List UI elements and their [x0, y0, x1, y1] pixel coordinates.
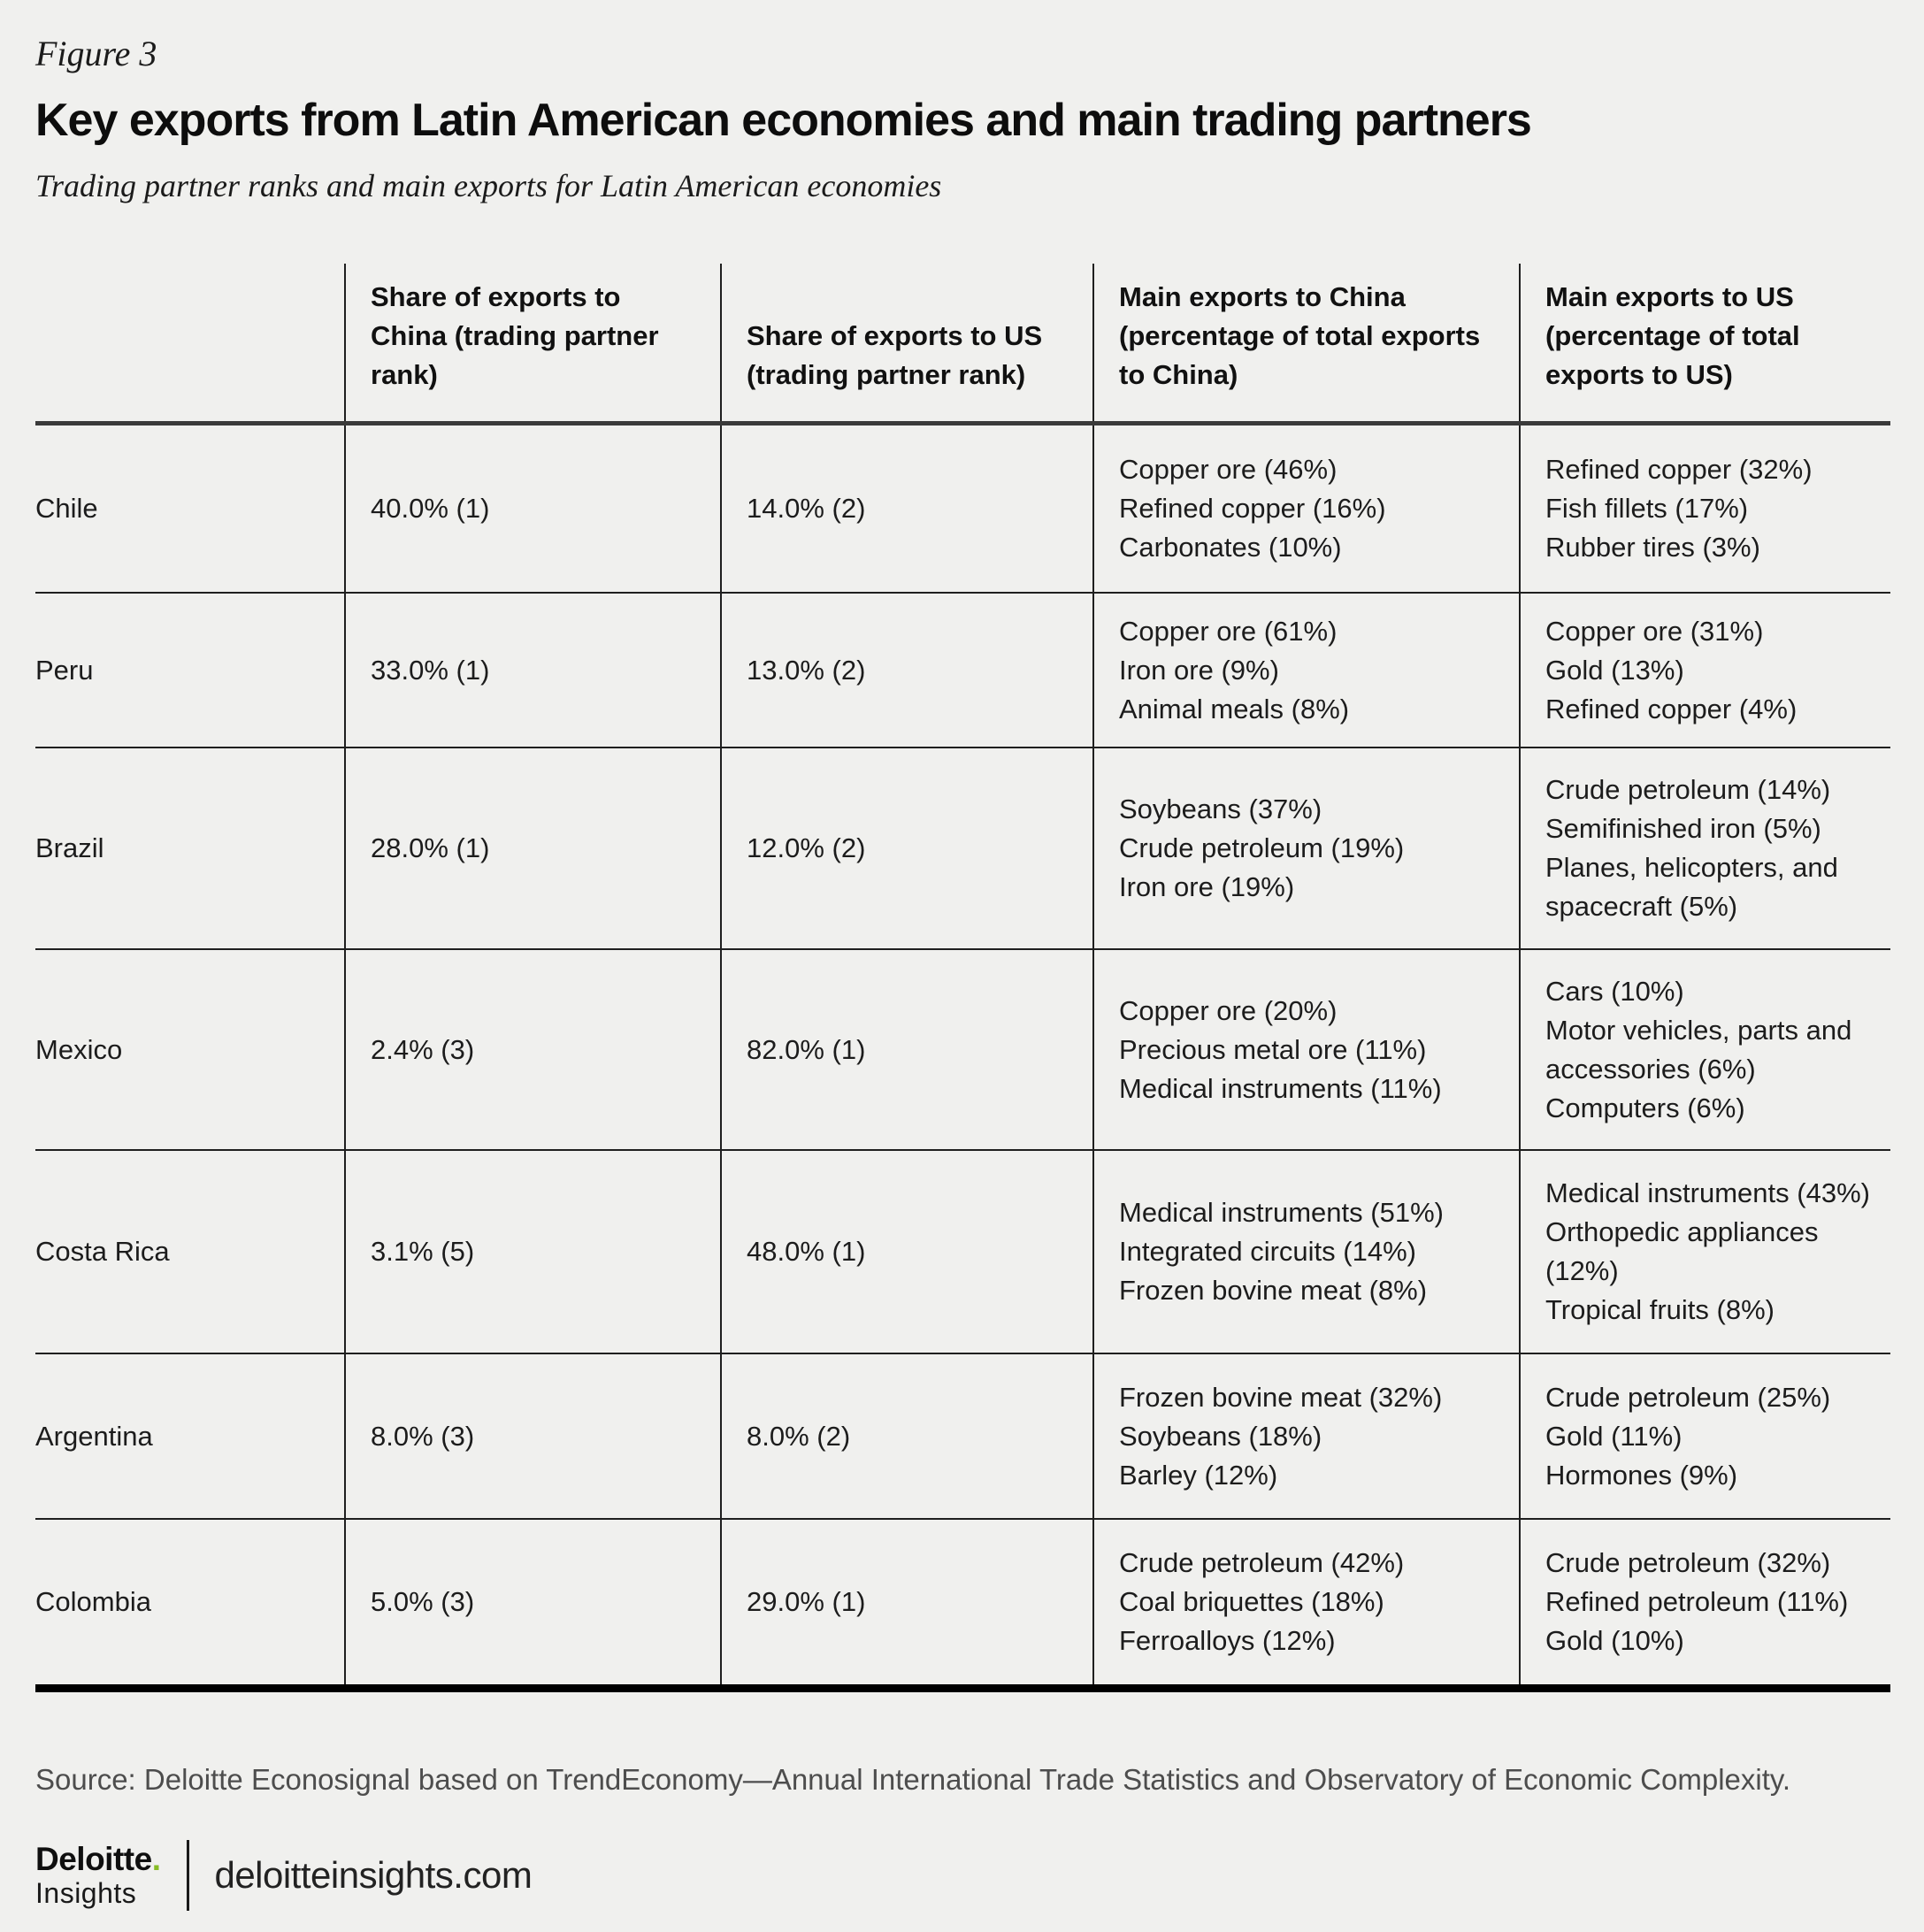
main-us-cell: Crude petroleum (32%) Refined petroleum … — [1519, 1519, 1890, 1689]
country-cell: Costa Rica — [35, 1236, 170, 1268]
header-country — [35, 264, 345, 423]
logo-sub-text: Insights — [35, 1877, 137, 1910]
share-us-cell: 13.0% (2) — [720, 593, 1093, 748]
table-row: Argentina 8.0% (3) 8.0% (2) Frozen bovin… — [35, 1353, 1890, 1520]
main-us-cell: Cars (10%) Motor vehicles, parts and acc… — [1519, 949, 1890, 1151]
main-china-cell: Frozen bovine meat (32%) Soybeans (18%) … — [1092, 1353, 1520, 1520]
table-row: Mexico 2.4% (3) 82.0% (1) Copper ore (20… — [35, 949, 1890, 1151]
site-url: deloitteinsights.com — [214, 1853, 533, 1896]
main-us-cell: Medical instruments (43%) Orthopedic app… — [1519, 1150, 1890, 1354]
country-cell: Mexico — [35, 1033, 123, 1065]
logo-green-dot: . — [151, 1841, 161, 1878]
country-cell: Brazil — [35, 832, 104, 864]
share-china-cell: 40.0% (1) — [344, 423, 721, 594]
table-row: Brazil 28.0% (1) 12.0% (2) Soybeans (37%… — [35, 748, 1890, 950]
header-main-us: Main exports to US (percentage of total … — [1519, 264, 1890, 424]
share-china-cell: 5.0% (3) — [344, 1519, 721, 1689]
table-row: Chile 40.0% (1) 14.0% (2) Copper ore (46… — [35, 423, 1890, 594]
main-us-cell: Copper ore (31%) Gold (13%) Refined copp… — [1519, 593, 1890, 748]
country-cell: Argentina — [35, 1420, 153, 1452]
share-us-cell: 29.0% (1) — [720, 1519, 1093, 1689]
table-header: Share of exports to China (trading partn… — [35, 264, 1890, 424]
deloitte-insights-logo: Deloitte. Insights — [35, 1841, 161, 1910]
source-note: Source: Deloitte Econosignal based on Tr… — [35, 1762, 1791, 1796]
share-us-cell: 82.0% (1) — [720, 949, 1093, 1151]
main-china-cell: Copper ore (46%) Refined copper (16%) Ca… — [1092, 423, 1520, 594]
main-us-cell: Crude petroleum (14%) Semifinished iron … — [1519, 748, 1890, 950]
main-china-cell: Crude petroleum (42%) Coal briquettes (1… — [1092, 1519, 1520, 1689]
country-cell: Colombia — [35, 1586, 151, 1618]
share-china-cell: 8.0% (3) — [344, 1353, 721, 1520]
exports-table: Share of exports to China (trading partn… — [35, 264, 1890, 1692]
table-row: Costa Rica 3.1% (5) 48.0% (1) Medical in… — [35, 1150, 1890, 1354]
share-us-cell: 8.0% (2) — [720, 1353, 1093, 1520]
country-cell: Chile — [35, 493, 98, 525]
main-china-cell: Copper ore (61%) Iron ore (9%) Animal me… — [1092, 593, 1520, 748]
share-china-cell: 2.4% (3) — [344, 949, 721, 1151]
share-china-cell: 28.0% (1) — [344, 748, 721, 950]
main-china-cell: Medical instruments (51%) Integrated cir… — [1092, 1150, 1520, 1354]
table-body: Chile 40.0% (1) 14.0% (2) Copper ore (46… — [35, 423, 1890, 1689]
table-row: Colombia 5.0% (3) 29.0% (1) Crude petrol… — [35, 1519, 1890, 1689]
header-row: Share of exports to China (trading partn… — [35, 264, 1890, 424]
main-china-cell: Soybeans (37%) Crude petroleum (19%) Iro… — [1092, 748, 1520, 950]
share-us-cell: 12.0% (2) — [720, 748, 1093, 950]
main-us-cell: Crude petroleum (25%) Gold (11%) Hormone… — [1519, 1353, 1890, 1520]
page-title: Key exports from Latin American economie… — [35, 95, 1532, 146]
table-row: Peru 33.0% (1) 13.0% (2) Copper ore (61%… — [35, 593, 1890, 748]
share-china-cell: 33.0% (1) — [344, 593, 721, 748]
country-cell: Peru — [35, 654, 94, 686]
main-china-cell: Copper ore (20%) Precious metal ore (11%… — [1092, 949, 1520, 1151]
header-main-china: Main exports to China (percentage of tot… — [1092, 264, 1520, 424]
header-share-us: Share of exports to US (trading partner … — [720, 264, 1093, 424]
main-us-cell: Refined copper (32%) Fish fillets (17%) … — [1519, 423, 1890, 594]
share-china-cell: 3.1% (5) — [344, 1150, 721, 1354]
logo-divider — [187, 1839, 190, 1911]
figure-subtitle: Trading partner ranks and main exports f… — [35, 168, 942, 204]
figure-label: Figure 3 — [35, 34, 157, 73]
footer-branding: Deloitte. Insights deloitteinsights.com — [35, 1839, 1890, 1911]
logo-wordmark: Deloitte. — [35, 1841, 161, 1878]
share-us-cell: 48.0% (1) — [720, 1150, 1093, 1354]
header-share-china: Share of exports to China (trading partn… — [344, 264, 721, 424]
logo-brand-text: Deloitte — [35, 1841, 152, 1878]
share-us-cell: 14.0% (2) — [720, 423, 1093, 594]
